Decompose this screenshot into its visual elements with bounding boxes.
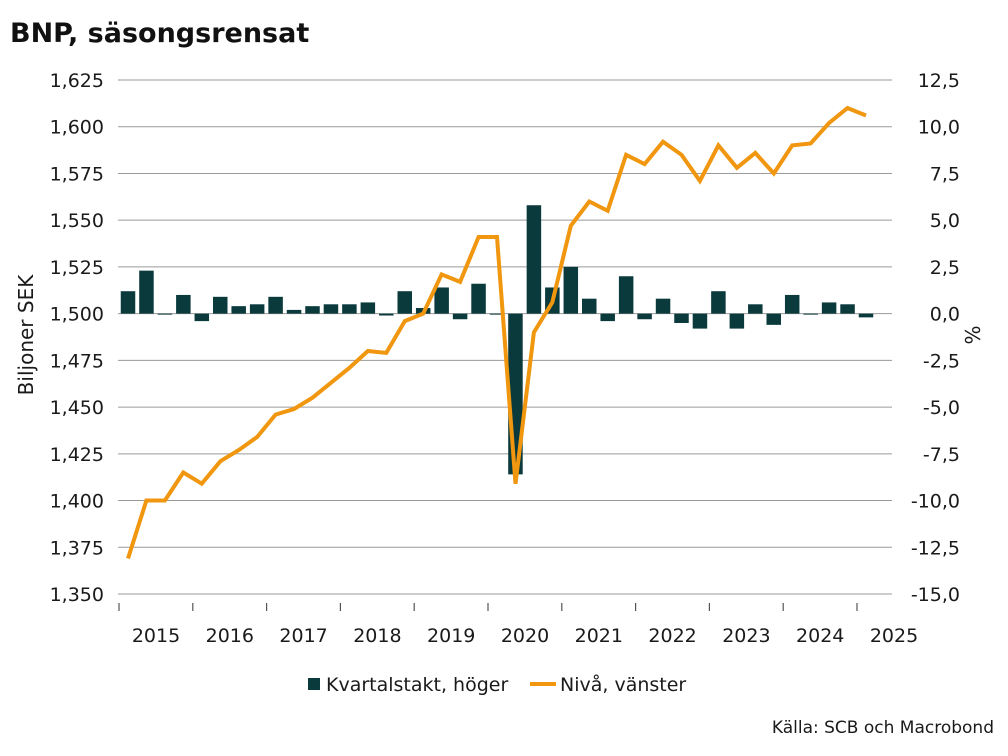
bar <box>858 313 874 318</box>
bar <box>434 287 449 314</box>
x-tick-label: 2024 <box>796 625 844 647</box>
left-tick-label: 1,575 <box>50 163 104 185</box>
x-tick-label: 2023 <box>722 625 770 647</box>
bar <box>674 313 689 323</box>
bar <box>637 313 652 320</box>
bar <box>489 313 505 315</box>
x-tick-label: 2016 <box>206 625 254 647</box>
left-tick-label: 1,450 <box>50 397 104 419</box>
bar <box>286 309 302 314</box>
right-tick-label: -10,0 <box>911 491 960 513</box>
source-note: Källa: SCB och Macrobond <box>772 718 994 738</box>
bar <box>342 304 357 314</box>
bar <box>526 205 542 314</box>
x-tick-label: 2018 <box>353 625 401 647</box>
bar <box>323 304 339 314</box>
x-tick-label: 2019 <box>427 625 475 647</box>
bar <box>655 298 671 314</box>
bar <box>249 304 265 314</box>
bar <box>268 296 283 314</box>
left-tick-label: 1,625 <box>50 70 104 92</box>
legend-label: Nivå, vänster <box>560 673 686 696</box>
right-tick-label: 7,5 <box>930 163 960 185</box>
left-tick-label: 1,600 <box>50 117 104 139</box>
bar <box>618 276 634 314</box>
chart-title: BNP, säsongsrensat <box>10 18 309 49</box>
right-tick-label: 10,0 <box>918 117 960 139</box>
bar <box>176 294 191 314</box>
bar <box>231 306 246 314</box>
legend: Kvartalstakt, höger Nivå, vänster <box>308 673 686 696</box>
legend-label: Kvartalstakt, höger <box>326 674 508 696</box>
legend-bar-swatch <box>308 678 320 690</box>
right-axis-title: % <box>961 325 985 344</box>
bar <box>803 313 818 315</box>
bar <box>748 304 763 314</box>
right-tick-label: 0,0 <box>930 304 960 326</box>
left-tick-label: 1,525 <box>50 257 104 279</box>
right-tick-label: -2,5 <box>923 350 960 372</box>
x-tick-label: 2021 <box>575 625 623 647</box>
right-tick-label: 12,5 <box>918 70 960 92</box>
right-axis: -15,0 -12,5 -10,0 -7,5 -5,0 -2,5 0,0 2,5 5,0 7,5 1… <box>911 70 960 606</box>
right-tick-label: 2,5 <box>930 257 960 279</box>
bar <box>711 291 726 314</box>
bar <box>563 266 579 314</box>
bar <box>471 283 486 314</box>
bar <box>120 291 136 314</box>
bar <box>194 313 210 322</box>
left-axis-title: Biljoner SEK <box>14 274 38 396</box>
left-tick-label: 1,500 <box>50 304 104 326</box>
line-series <box>126 105 867 560</box>
bar <box>784 294 800 314</box>
bar <box>213 296 228 314</box>
bar <box>840 304 855 314</box>
right-tick-label: -5,0 <box>923 397 960 419</box>
level-line <box>126 105 867 560</box>
bar <box>766 313 781 325</box>
x-tick-label: 2017 <box>279 625 327 647</box>
bar <box>729 313 745 329</box>
right-tick-label: -7,5 <box>923 444 960 466</box>
left-tick-label: 1,375 <box>50 537 104 559</box>
x-tick-label: 2015 <box>132 625 180 647</box>
left-tick-label: 1,550 <box>50 210 104 232</box>
bar <box>452 313 468 320</box>
bar <box>600 313 615 322</box>
left-tick-label: 1,475 <box>50 350 104 372</box>
right-tick-label: -15,0 <box>911 584 960 606</box>
bar <box>692 313 708 329</box>
bar <box>360 302 376 314</box>
bar <box>305 306 320 314</box>
bar <box>379 313 394 316</box>
x-tick-label: 2022 <box>648 625 696 647</box>
left-tick-label: 1,400 <box>50 491 104 513</box>
bar <box>157 313 173 315</box>
bar <box>397 291 412 314</box>
bar <box>582 298 597 314</box>
right-tick-label: 5,0 <box>930 210 960 232</box>
right-tick-label: -12,5 <box>911 537 960 559</box>
bar-series <box>120 205 874 475</box>
x-axis: 2015 2016 2017 2018 2019 2020 2021 2022 2023 2024… <box>118 603 918 647</box>
bar <box>139 270 154 314</box>
left-tick-label: 1,350 <box>50 584 104 606</box>
left-axis: 1,350 1,375 1,400 1,425 1,450 1,475 1,500 1,525… <box>50 70 104 606</box>
left-tick-label: 1,425 <box>50 444 104 466</box>
bar <box>821 302 837 314</box>
x-tick-label: 2020 <box>501 625 549 647</box>
x-tick-label: 2025 <box>870 625 918 647</box>
